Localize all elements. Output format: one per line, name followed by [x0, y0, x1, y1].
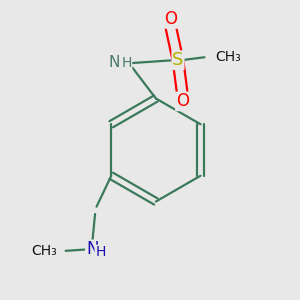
Text: N: N: [86, 240, 98, 258]
Text: S: S: [172, 51, 184, 69]
Text: N: N: [108, 55, 119, 70]
Text: CH₃: CH₃: [215, 50, 241, 64]
Text: CH₃: CH₃: [31, 244, 57, 258]
Text: O: O: [176, 92, 189, 110]
Text: H: H: [95, 245, 106, 259]
Text: O: O: [164, 10, 177, 28]
Text: H: H: [121, 56, 132, 70]
